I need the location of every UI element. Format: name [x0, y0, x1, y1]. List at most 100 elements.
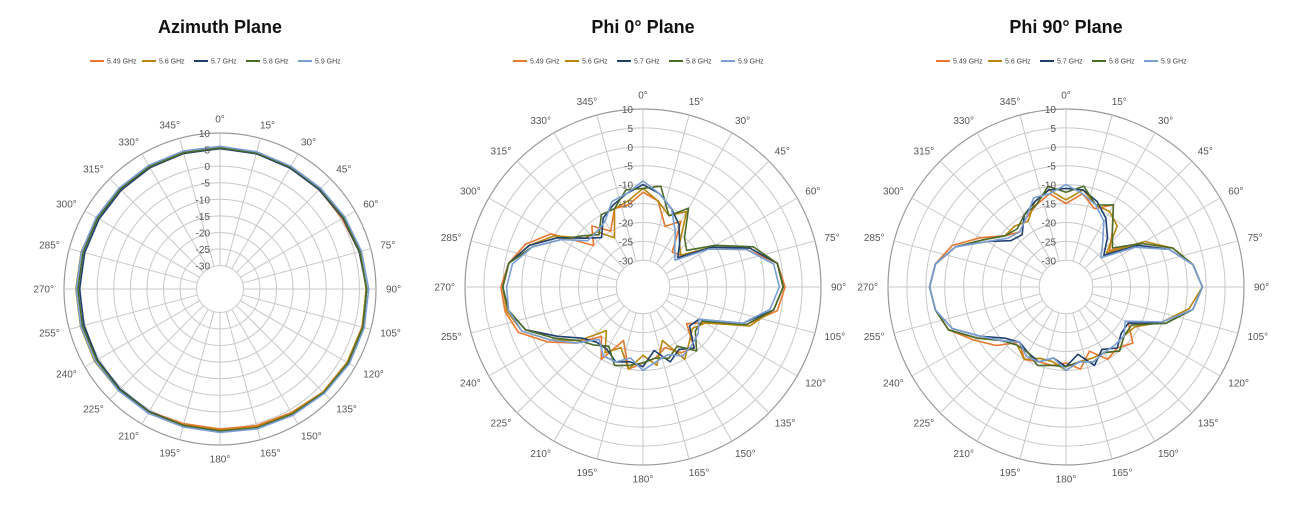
angle-label: 195°: [159, 449, 180, 460]
angle-label: 240°: [883, 379, 904, 390]
grid-spoke: [516, 305, 625, 414]
grid-spoke: [1078, 309, 1156, 442]
grid-spoke: [242, 294, 371, 330]
chart-title: Azimuth Plane: [158, 17, 282, 37]
angle-label: 90°: [831, 283, 846, 294]
grid-spoke: [1084, 305, 1193, 414]
angle-label: 315°: [491, 147, 512, 158]
grid-spoke: [69, 248, 198, 284]
r-tick-label: 0: [1050, 143, 1056, 154]
r-tick-label: -20: [196, 228, 211, 239]
r-tick-label: 5: [627, 124, 633, 135]
angle-label: 90°: [1254, 283, 1269, 294]
r-tick-label: -15: [196, 212, 211, 223]
series-line-5-7-ghz: [502, 183, 784, 368]
angle-label: 30°: [1158, 116, 1173, 127]
grid-spoke: [1084, 160, 1193, 269]
legend-label: 5.9 GHz: [1161, 59, 1187, 66]
r-tick-label: -10: [196, 195, 211, 206]
legend-label: 5.6 GHz: [582, 59, 608, 66]
angle-label: 315°: [914, 147, 935, 158]
r-tick-label: 0: [627, 143, 633, 154]
grid-spoke: [1072, 312, 1113, 460]
grid-spoke: [179, 138, 215, 267]
grid-spoke: [893, 293, 1041, 334]
legend-label: 5.8 GHz: [263, 59, 289, 66]
angle-label: 330°: [953, 116, 974, 127]
grid-spoke: [141, 309, 209, 425]
angle-label: 0°: [638, 91, 648, 102]
angle-label: 285°: [39, 241, 60, 252]
grid-spoke: [596, 114, 637, 262]
angle-label: 135°: [775, 418, 796, 429]
angle-label: 90°: [386, 285, 401, 296]
legend-label: 5.6 GHz: [159, 59, 185, 66]
angle-label: 195°: [1000, 468, 1021, 479]
r-tick-label: -5: [1047, 162, 1056, 173]
r-tick-label: -25: [196, 245, 211, 256]
grid-spoke: [976, 132, 1054, 265]
angle-label: 150°: [735, 449, 756, 460]
grid-circle: [196, 265, 244, 313]
r-tick-label: -20: [619, 218, 634, 229]
chart-2: Phi 0° Plane 5.49 GHz 5.6 GHz 5.7 GHz 5.8 GH…: [434, 17, 846, 486]
r-tick-label: -25: [1042, 237, 1057, 248]
r-tick-label: 5: [1050, 124, 1056, 135]
grid-spoke: [911, 197, 1044, 275]
angle-label: 195°: [577, 468, 598, 479]
angle-label: 180°: [210, 455, 231, 466]
angle-label: 330°: [118, 137, 139, 148]
angle-label: 60°: [363, 200, 378, 211]
angle-label: 240°: [56, 370, 77, 381]
polar-grid: [63, 132, 377, 446]
angle-label: 165°: [260, 449, 281, 460]
chart-title: Phi 90° Plane: [1009, 17, 1122, 37]
angle-label: 120°: [1228, 379, 1249, 390]
legend-label: 5.7 GHz: [634, 59, 660, 66]
angle-label: 45°: [775, 147, 790, 158]
legend-label: 5.8 GHz: [686, 59, 712, 66]
angle-label: 255°: [441, 332, 462, 343]
angle-label: 330°: [530, 116, 551, 127]
angle-label: 210°: [118, 432, 139, 443]
angle-label: 30°: [735, 116, 750, 127]
legend-label: 5.8 GHz: [1109, 59, 1135, 66]
angle-label: 255°: [864, 332, 885, 343]
grid-spoke: [976, 309, 1054, 442]
chart-1: Azimuth Plane 5.49 GHz 5.6 GHz 5.7 GHz 5.8 G…: [33, 17, 401, 466]
angle-label: 225°: [491, 418, 512, 429]
angle-label: 150°: [301, 432, 322, 443]
angle-label: 15°: [689, 97, 704, 108]
series-line-5-8-ghz: [928, 185, 1204, 368]
angle-label: 255°: [39, 328, 60, 339]
grid-spoke: [240, 300, 356, 368]
grid-spoke: [231, 153, 299, 269]
legend-label: 5.9 GHz: [315, 59, 341, 66]
angle-label: 75°: [380, 241, 395, 252]
angle-label: 60°: [805, 187, 820, 198]
grid-spoke: [655, 309, 733, 442]
grid-spoke: [553, 132, 631, 265]
grid-spoke: [242, 248, 371, 284]
grid-spoke: [661, 305, 770, 414]
angle-label: 165°: [1112, 468, 1133, 479]
r-tick-label: 10: [1045, 105, 1057, 116]
grid-spoke: [553, 309, 631, 442]
grid-spoke: [939, 305, 1048, 414]
r-tick-label: -10: [619, 181, 634, 192]
grid-spoke: [649, 114, 690, 262]
angle-label: 105°: [1247, 332, 1268, 343]
legend-label: 5.49 GHz: [107, 59, 137, 66]
grid-spoke: [893, 240, 1041, 281]
angle-label: 225°: [914, 418, 935, 429]
angle-label: 120°: [363, 370, 384, 381]
angle-label: 75°: [824, 233, 839, 244]
r-tick-label: -10: [1042, 181, 1057, 192]
angle-label: 345°: [1000, 97, 1021, 108]
polar-grid: [464, 108, 822, 466]
legend-label: 5.7 GHz: [211, 59, 237, 66]
r-tick-label: 10: [622, 105, 634, 116]
r-tick-label: -30: [1042, 256, 1057, 267]
angle-label: 15°: [1112, 97, 1127, 108]
angle-label: 0°: [1061, 91, 1071, 102]
